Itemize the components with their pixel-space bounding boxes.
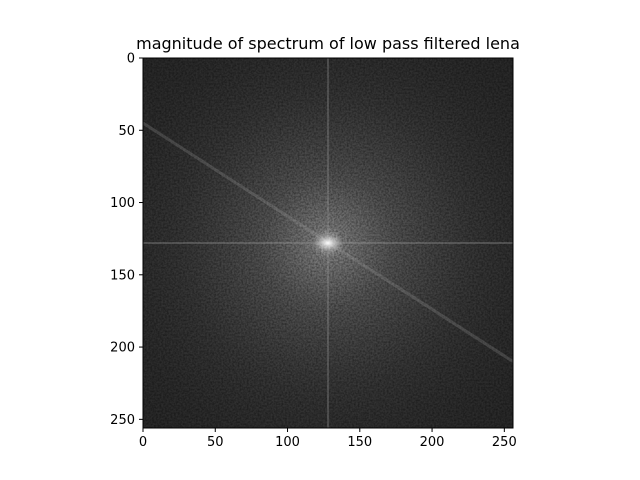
chart-title: magnitude of spectrum of low pass filter… [136,34,520,53]
x-tick-label: 200 [420,435,445,450]
x-tick-label: 100 [275,435,300,450]
y-tick-label: 200 [110,341,135,356]
plot-frame [142,57,514,429]
y-tick-label: 0 [127,52,135,67]
y-tick-label: 250 [110,413,135,428]
x-tick-label: 50 [207,435,224,450]
x-tick-label: 250 [492,435,517,450]
x-axis: 0 50 100 150 200 250 [139,428,517,450]
y-tick-label: 50 [118,124,135,139]
spectrum-peak [312,233,344,253]
y-tick-label: 150 [110,268,135,283]
x-tick-label: 0 [139,435,147,450]
plot-area [143,58,513,428]
y-tick-label: 100 [110,196,135,211]
x-tick-label: 150 [347,435,372,450]
y-axis: 0 50 100 150 200 250 [110,52,143,428]
